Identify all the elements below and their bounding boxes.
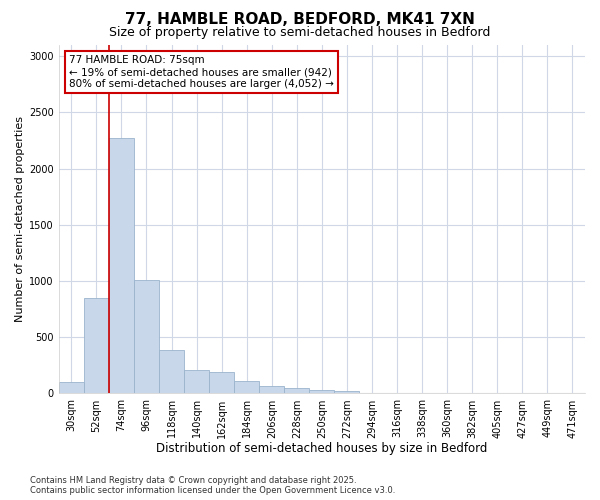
Bar	[234, 381, 259, 394]
Bar	[209, 372, 234, 394]
Bar	[159, 350, 184, 394]
Text: 77 HAMBLE ROAD: 75sqm
← 19% of semi-detached houses are smaller (942)
80% of sem: 77 HAMBLE ROAD: 75sqm ← 19% of semi-deta…	[70, 56, 334, 88]
Bar	[134, 280, 159, 394]
Bar	[310, 390, 334, 394]
Bar	[109, 138, 134, 394]
X-axis label: Distribution of semi-detached houses by size in Bedford: Distribution of semi-detached houses by …	[156, 442, 488, 455]
Bar	[59, 382, 84, 394]
Bar	[334, 392, 359, 394]
Bar	[84, 298, 109, 394]
Text: Size of property relative to semi-detached houses in Bedford: Size of property relative to semi-detach…	[109, 26, 491, 39]
Bar	[259, 386, 284, 394]
Bar	[284, 388, 310, 394]
Bar	[359, 392, 385, 394]
Bar	[184, 370, 209, 394]
Text: 77, HAMBLE ROAD, BEDFORD, MK41 7XN: 77, HAMBLE ROAD, BEDFORD, MK41 7XN	[125, 12, 475, 28]
Text: Contains HM Land Registry data © Crown copyright and database right 2025.
Contai: Contains HM Land Registry data © Crown c…	[30, 476, 395, 495]
Y-axis label: Number of semi-detached properties: Number of semi-detached properties	[15, 116, 25, 322]
